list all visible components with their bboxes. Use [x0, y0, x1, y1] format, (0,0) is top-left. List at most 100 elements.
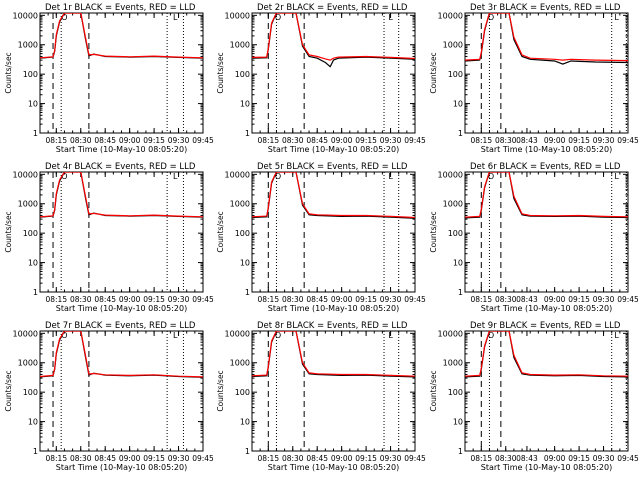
panel-4: Det 4r BLACK = Events, RED = LLD 1 10 100 10… — [4, 162, 214, 313]
panel-2: Det 2r BLACK = Events, RED = LLD 1 10 100 10… — [216, 3, 426, 154]
x-tick-label: 09:15 — [568, 136, 590, 145]
y-tick-label: 10000 — [438, 329, 463, 338]
x-axis-label: Start Time (10-May-10 08:05:20) — [268, 304, 399, 313]
marker-label: O — [275, 331, 281, 340]
y-tick-label: 1000 — [18, 41, 38, 50]
y-tick-label: 10000 — [438, 170, 463, 179]
y-tick-label: 1000 — [230, 200, 250, 209]
x-tick-label: 08:45 — [306, 295, 328, 304]
x-tick-label: 09:15 — [143, 454, 165, 463]
series-line-red — [40, 13, 203, 59]
x-tick-label: 08:15 — [257, 454, 279, 463]
marker-label: L — [173, 331, 178, 340]
plot-frame — [39, 171, 204, 293]
x-tick-label: 08:30 — [70, 454, 92, 463]
x-tick-label: 08:15 — [470, 136, 492, 145]
x-tick-label: 08:15 — [470, 454, 492, 463]
x-tick-label: 09:00 — [544, 454, 566, 463]
x-tick-label: 09:45 — [617, 454, 639, 463]
x-tick-label: 09:15 — [355, 136, 377, 145]
x-tick-label: 08:15 — [470, 295, 492, 304]
x-tick-label: 09:30 — [593, 454, 615, 463]
x-tick-label: 08:30 — [495, 454, 517, 463]
x-tick-label: 09:30 — [168, 136, 190, 145]
x-tick-label: 09:00 — [331, 295, 353, 304]
x-tick-label: 08:30 — [495, 295, 517, 304]
y-tick-label: 100 — [23, 388, 38, 397]
y-tick-label: 10 — [453, 100, 463, 109]
marker-label: L — [614, 331, 619, 340]
plot-frame — [39, 330, 204, 452]
x-tick-label: 08:30 — [70, 136, 92, 145]
y-tick-label: 100 — [448, 70, 463, 79]
series-line-red — [252, 172, 415, 219]
y-tick-label: 1 — [245, 288, 250, 297]
marker-label: L — [173, 172, 178, 181]
x-axis-label: Start Time (10-May-10 08:05:20) — [481, 463, 612, 472]
x-tick-label: 08:45 — [306, 136, 328, 145]
x-tick-label: 08:45 — [306, 454, 328, 463]
y-tick-label: 10 — [28, 418, 38, 427]
x-tick-label: 09:45 — [192, 136, 214, 145]
y-tick-label: 10000 — [225, 329, 250, 338]
y-tick-label: 100 — [235, 229, 250, 238]
x-tick-label: 08:45 — [94, 454, 116, 463]
y-tick-label: 1000 — [18, 359, 38, 368]
y-axis-label: Counts/sec — [429, 370, 438, 411]
marker-label: O — [488, 13, 494, 22]
panel-title: Det 5r BLACK = Events, RED = LLD — [257, 162, 408, 172]
x-tick-label: 09:15 — [355, 454, 377, 463]
marker-label: L — [614, 172, 619, 181]
x-tick-label: 09:30 — [168, 295, 190, 304]
marker-label: O — [61, 13, 67, 22]
y-tick-label: 1 — [458, 447, 463, 456]
x-tick-label: 08:15 — [257, 295, 279, 304]
series-line-red — [252, 13, 415, 61]
y-axis-label: Counts/sec — [216, 52, 225, 93]
y-tick-label: 1000 — [230, 359, 250, 368]
y-tick-label: 1 — [33, 288, 38, 297]
y-axis-label: Counts/sec — [216, 370, 225, 411]
plot-frame — [39, 12, 204, 134]
x-tick-label: 09:45 — [617, 295, 639, 304]
panel-6: Det 6r BLACK = Events, RED = LLD 1 10 100 10… — [429, 162, 639, 313]
series-line-red — [252, 331, 415, 377]
y-tick-label: 10 — [28, 259, 38, 268]
y-tick-label: 100 — [23, 70, 38, 79]
y-tick-label: 100 — [235, 70, 250, 79]
x-tick-label: 09:00 — [544, 136, 566, 145]
y-tick-label: 10000 — [225, 170, 250, 179]
panel-title: Det 8r BLACK = Events, RED = LLD — [257, 321, 408, 331]
x-tick-label: 09:45 — [404, 295, 426, 304]
x-tick-label: 09:30 — [593, 136, 615, 145]
marker-label: L — [388, 13, 393, 22]
series-line-red — [40, 172, 203, 218]
panel-9: Det 9r BLACK = Events, RED = LLD 1 10 100 10… — [429, 321, 639, 472]
marker-label: O — [61, 331, 67, 340]
y-tick-label: 1 — [33, 129, 38, 138]
x-tick-label: 09:15 — [568, 295, 590, 304]
y-tick-label: 100 — [23, 229, 38, 238]
x-axis-label: Start Time (10-May-10 08:05:20) — [56, 463, 187, 472]
y-tick-label: 10000 — [438, 11, 463, 20]
panel-title: Det 9r BLACK = Events, RED = LLD — [470, 321, 621, 331]
marker-label: O — [488, 331, 494, 340]
x-tick-label: 08:30 — [70, 295, 92, 304]
y-tick-label: 1 — [33, 447, 38, 456]
x-tick-label: 09:00 — [544, 295, 566, 304]
x-tick-label: 09:00 — [119, 454, 141, 463]
x-tick-label: 09:30 — [380, 295, 402, 304]
panel-title: Det 1r BLACK = Events, RED = LLD — [45, 3, 196, 13]
x-axis-label: Start Time (10-May-10 08:05:20) — [56, 145, 187, 154]
x-tick-label: 09:15 — [143, 295, 165, 304]
panel-title: Det 2r BLACK = Events, RED = LLD — [257, 3, 408, 13]
x-axis-label: Start Time (10-May-10 08:05:20) — [268, 463, 399, 472]
y-tick-label: 1 — [245, 129, 250, 138]
x-tick-label: 09:45 — [192, 295, 214, 304]
y-tick-label: 10 — [240, 100, 250, 109]
x-axis-label: Start Time (10-May-10 08:05:20) — [56, 304, 187, 313]
y-tick-label: 10 — [28, 100, 38, 109]
x-tick-label: 09:00 — [331, 136, 353, 145]
marker-label: L — [388, 172, 393, 181]
